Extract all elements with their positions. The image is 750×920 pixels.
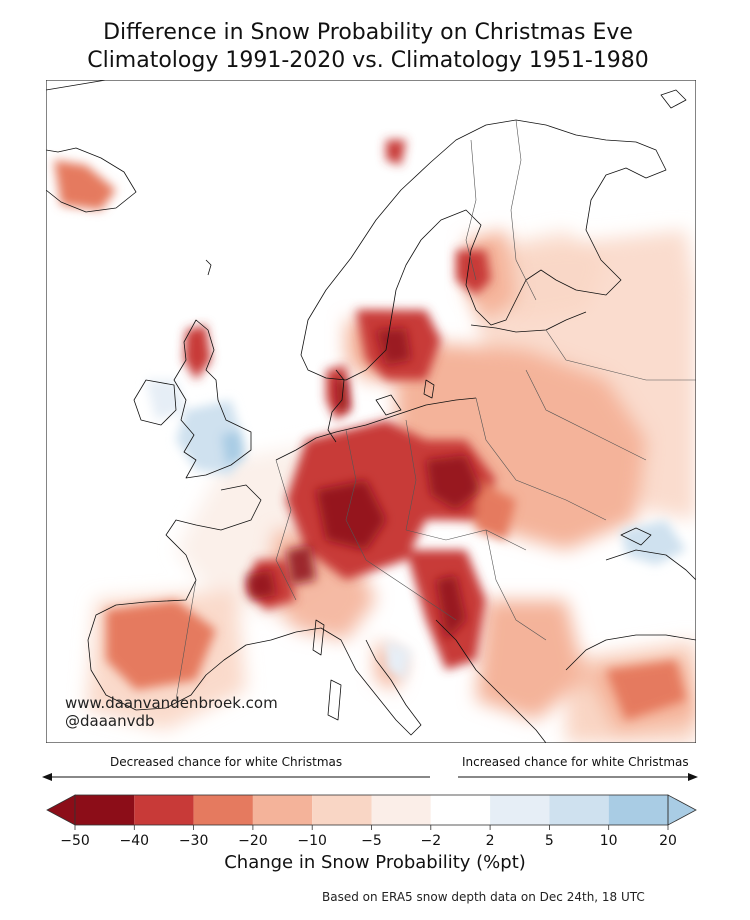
colorbar-tick-label: −30 bbox=[178, 833, 209, 849]
increased-chance-label: Increased chance for white Christmas bbox=[462, 755, 689, 769]
colorbar-tick-label: 10 bbox=[599, 833, 618, 849]
colorbar-tick-label: −10 bbox=[297, 833, 327, 849]
colorbar-segment bbox=[312, 795, 372, 825]
colorbar-extend-high bbox=[667, 794, 697, 826]
colorbar bbox=[46, 794, 697, 830]
colorbar-segment bbox=[75, 795, 135, 825]
direction-arrows bbox=[42, 773, 698, 781]
dark-red-areas bbox=[246, 328, 481, 640]
colorbar-segment bbox=[549, 795, 609, 825]
colorbar-segment bbox=[134, 795, 194, 825]
colorbar-tick-label: −20 bbox=[238, 833, 268, 849]
colorbar-tick-label: −40 bbox=[119, 833, 150, 849]
colorbar-tick-label: 5 bbox=[544, 833, 554, 849]
data-source-note: Based on ERA5 snow depth data on Dec 24t… bbox=[322, 890, 645, 904]
europe-map bbox=[46, 80, 696, 743]
colorbar-tick-label: −5 bbox=[361, 833, 382, 849]
coastlines bbox=[46, 80, 696, 743]
credit-handle: @daaanvdb bbox=[65, 712, 155, 730]
colorbar-tick-label: 20 bbox=[659, 833, 677, 849]
credit-website: www.daanvandenbroek.com bbox=[65, 694, 278, 712]
map-title-line1: Difference in Snow Probability on Christ… bbox=[103, 20, 633, 45]
colorbar-title: Change in Snow Probability (%pt) bbox=[224, 852, 526, 873]
colorbar-tick-label: 2 bbox=[485, 833, 495, 849]
map-title-line2: Climatology 1991-2020 vs. Climatology 19… bbox=[87, 48, 649, 73]
colorbar-segment bbox=[193, 795, 253, 825]
colorbar-segment bbox=[430, 795, 491, 825]
colorbar-segment bbox=[252, 795, 313, 825]
colorbar-segment bbox=[608, 795, 668, 825]
colorbar-extend-low bbox=[46, 794, 76, 826]
colorbar-tick-label: −50 bbox=[60, 833, 90, 849]
colorbar-segment bbox=[371, 795, 431, 825]
colorbar-segment bbox=[490, 795, 550, 825]
decreased-chance-label: Decreased chance for white Christmas bbox=[110, 755, 343, 769]
colorbar-tick-label: −2 bbox=[420, 833, 442, 849]
decreased-arrow bbox=[42, 773, 430, 781]
increased-arrow bbox=[458, 773, 698, 781]
country-borders bbox=[175, 119, 696, 701]
red-areas bbox=[54, 140, 686, 720]
